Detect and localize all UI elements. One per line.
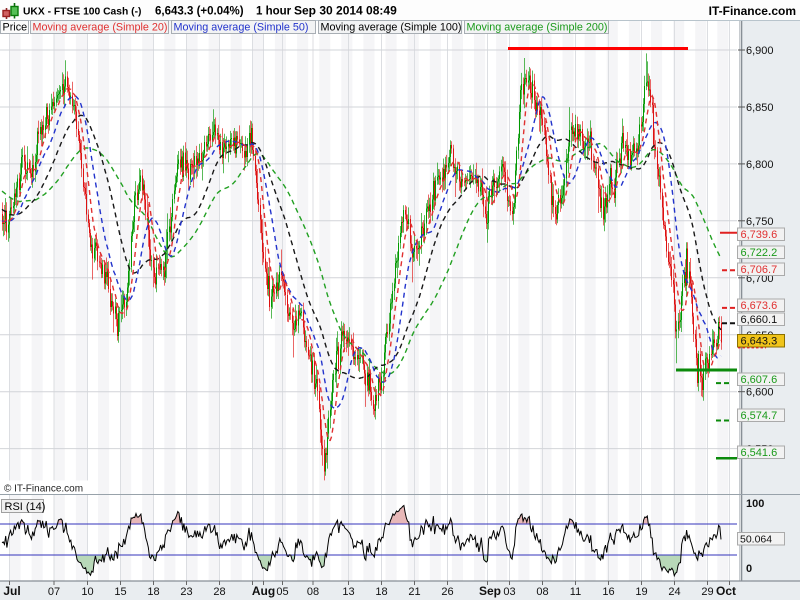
svg-text:11: 11 <box>570 586 581 598</box>
svg-text:Oct: Oct <box>716 584 736 598</box>
svg-text:© IT-Finance.com: © IT-Finance.com <box>4 484 83 495</box>
svg-text:13: 13 <box>342 586 354 598</box>
svg-text:0: 0 <box>746 563 752 575</box>
svg-text:23: 23 <box>180 586 192 598</box>
svg-text:Moving average (Simple 200): Moving average (Simple 200) <box>467 22 608 34</box>
svg-text:6,750: 6,750 <box>746 216 774 228</box>
svg-text:05: 05 <box>276 586 288 598</box>
svg-text:24: 24 <box>668 586 680 598</box>
svg-text:6,541.6: 6,541.6 <box>741 447 778 459</box>
svg-text:07: 07 <box>48 586 60 598</box>
svg-text:Sep 30 2014 08:49: Sep 30 2014 08:49 <box>294 4 397 18</box>
svg-text:6,643.3 (+0.04%): 6,643.3 (+0.04%) <box>155 6 244 18</box>
svg-text:6,574.7: 6,574.7 <box>741 410 778 422</box>
svg-text:29: 29 <box>701 586 713 598</box>
svg-text:Price: Price <box>3 22 28 34</box>
svg-text:Moving average (Simple 50): Moving average (Simple 50) <box>174 22 309 34</box>
svg-text:1 hour: 1 hour <box>256 6 292 18</box>
svg-text:6,643.3: 6,643.3 <box>741 336 778 348</box>
svg-text:26: 26 <box>441 586 453 598</box>
svg-text:18: 18 <box>375 586 387 598</box>
svg-text:19: 19 <box>635 586 647 598</box>
svg-text:6,850: 6,850 <box>746 102 774 114</box>
svg-text:Sep: Sep <box>479 584 501 598</box>
svg-text:15: 15 <box>114 586 126 598</box>
svg-text:Moving average (Simple 100): Moving average (Simple 100) <box>321 22 462 34</box>
svg-text:RSI (14): RSI (14) <box>5 501 46 513</box>
svg-text:28: 28 <box>213 586 225 598</box>
svg-text:6,900: 6,900 <box>746 45 774 57</box>
svg-text:6,600: 6,600 <box>746 387 774 399</box>
svg-text:18: 18 <box>147 586 159 598</box>
svg-text:UKX - FTSE 100 Cash (-): UKX - FTSE 100 Cash (-) <box>23 7 141 18</box>
svg-text:6,800: 6,800 <box>746 159 774 171</box>
svg-text:08: 08 <box>536 586 548 598</box>
svg-text:Aug: Aug <box>252 584 275 598</box>
svg-text:Jul: Jul <box>3 584 20 598</box>
svg-text:16: 16 <box>602 586 614 598</box>
svg-text:50.064: 50.064 <box>740 534 772 546</box>
svg-text:03: 03 <box>503 586 515 598</box>
svg-text:6,706.7: 6,706.7 <box>741 264 778 276</box>
svg-text:08: 08 <box>307 586 319 598</box>
svg-text:21: 21 <box>408 586 420 598</box>
svg-text:6,607.6: 6,607.6 <box>741 374 778 386</box>
svg-text:Moving average (Simple 20): Moving average (Simple 20) <box>33 22 168 34</box>
svg-text:6,722.2: 6,722.2 <box>741 247 778 259</box>
svg-text:6,739.6: 6,739.6 <box>741 229 778 241</box>
svg-text:6,673.6: 6,673.6 <box>741 300 778 312</box>
svg-text:100: 100 <box>746 498 764 510</box>
svg-text:6,660.1: 6,660.1 <box>741 314 778 326</box>
svg-text:10: 10 <box>81 586 93 598</box>
svg-text:IT-Finance.com: IT-Finance.com <box>709 4 796 18</box>
